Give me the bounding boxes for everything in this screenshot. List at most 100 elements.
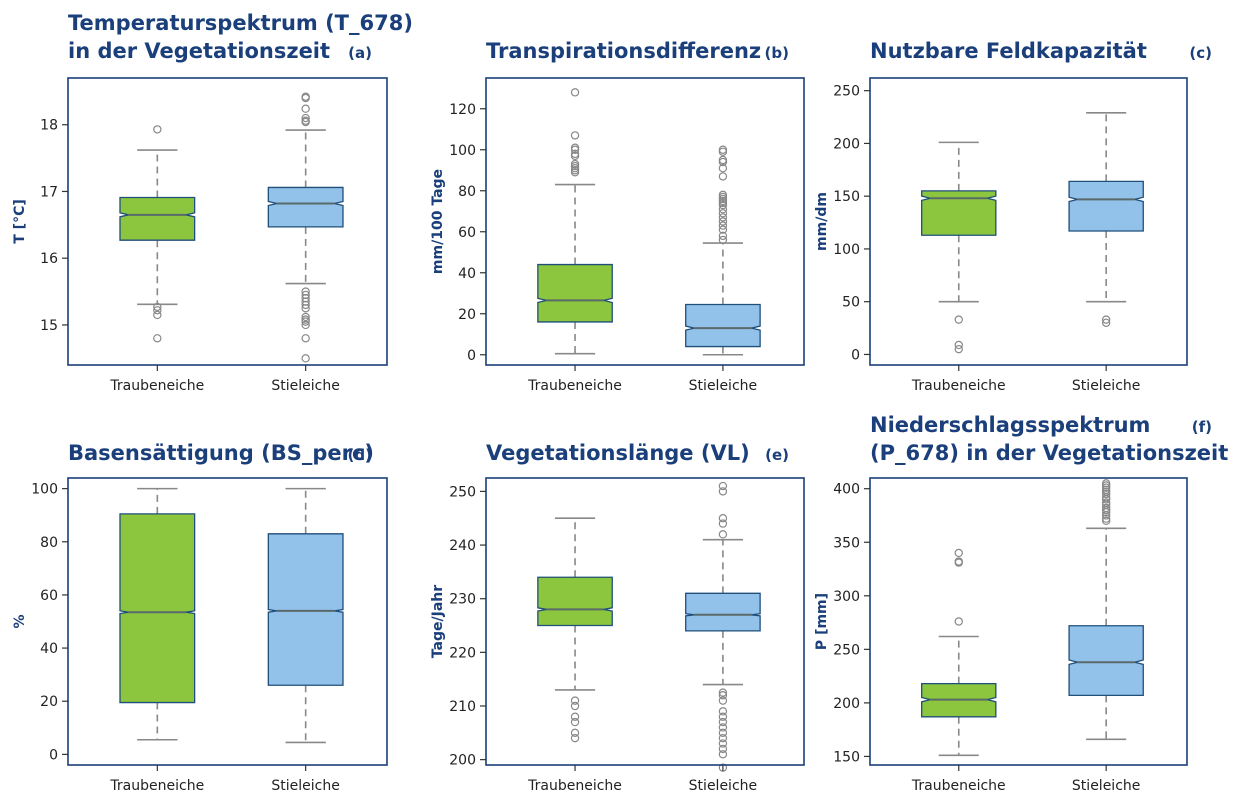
x-category-label: Stieleiche	[1072, 778, 1140, 794]
y-tick-label: 60	[458, 225, 476, 241]
outlier-point	[1101, 508, 1111, 517]
outlier-point	[718, 739, 728, 748]
panel-label: (d)	[348, 446, 372, 464]
outlier-point	[1101, 511, 1111, 520]
x-category-label: Traubeneiche	[109, 378, 204, 394]
y-tick-label: 15	[40, 318, 58, 334]
y-tick-label: 0	[49, 747, 58, 763]
plot-frame	[485, 77, 805, 366]
panel-label: (b)	[765, 44, 789, 62]
outlier-point	[570, 728, 580, 738]
outlier-point	[1101, 318, 1111, 327]
outlier-point	[153, 125, 162, 134]
panel-vegetationslaenge: Vegetationslänge (VL) (e) Tage/Jahr 200 210 2…	[430, 441, 805, 794]
box-stieleiche	[267, 533, 344, 686]
y-axis-label: %	[12, 614, 28, 628]
y-tick-label: 250	[833, 642, 860, 658]
outlier-point	[954, 617, 963, 626]
box-traubeneiche	[537, 263, 613, 323]
chart-title-line: (P_678) in der Vegetationszeit	[870, 441, 1228, 465]
outlier-point	[718, 744, 728, 754]
outlier-point	[718, 750, 728, 759]
y-tick-label: 250	[449, 484, 476, 500]
x-category-label: Stieleiche	[271, 378, 339, 394]
outlier-point	[301, 334, 310, 343]
outlier-point	[718, 209, 728, 218]
outlier-point	[570, 168, 580, 177]
box-traubeneiche	[921, 190, 997, 236]
outlier-point	[718, 514, 728, 523]
x-category-label: Traubeneiche	[109, 778, 204, 794]
y-tick-label: 20	[458, 307, 476, 323]
chart-title-line: Temperaturspektrum (T_678)	[68, 11, 413, 35]
outlier-point	[1101, 489, 1111, 499]
x-category-label: Stieleiche	[689, 778, 757, 794]
y-tick-label: 350	[833, 535, 860, 551]
outlier-point	[718, 763, 728, 772]
y-tick-label: 240	[449, 538, 476, 554]
y-tick-label: 0	[467, 348, 476, 364]
y-tick-label: 20	[40, 694, 58, 710]
x-category-label: Stieleiche	[271, 778, 339, 794]
x-category-label: Traubeneiche	[527, 378, 622, 394]
outlier-point	[954, 344, 963, 354]
chart-title-line: Transpirationsdifferenz	[486, 39, 761, 63]
outlier-point	[570, 717, 580, 727]
outlier-point	[153, 310, 162, 320]
outlier-point	[718, 733, 728, 743]
outlier-point	[570, 733, 580, 743]
box-stieleiche	[1068, 625, 1144, 697]
outlier-point	[301, 354, 310, 363]
panel-label: (f)	[1192, 418, 1212, 436]
plot-frame	[67, 77, 388, 366]
chart-title-line: in der Vegetationszeit	[68, 39, 330, 63]
x-category-label: Stieleiche	[1072, 378, 1140, 394]
box-traubeneiche	[537, 576, 613, 627]
x-category-label: Traubeneiche	[911, 378, 1006, 394]
y-axis-label: T [°C]	[12, 199, 28, 244]
outlier-point	[718, 225, 728, 234]
outlier-point	[718, 481, 728, 491]
chart-title-line: Basensättigung (BS_perc)	[68, 441, 374, 465]
y-tick-label: 200	[833, 136, 860, 152]
outlier-point	[570, 696, 580, 705]
plot-frame	[869, 477, 1188, 766]
y-tick-label: 16	[40, 251, 58, 267]
outlier-point	[570, 131, 580, 140]
outlier-point	[718, 688, 728, 697]
outlier-point	[718, 172, 728, 181]
plot-frame	[67, 477, 388, 766]
y-tick-label: 100	[31, 482, 58, 498]
x-category-label: Traubeneiche	[527, 778, 622, 794]
box-stieleiche	[1068, 180, 1144, 232]
y-tick-label: 120	[449, 102, 476, 118]
outlier-point	[718, 519, 728, 528]
y-tick-label: 100	[833, 242, 860, 258]
y-tick-label: 210	[449, 699, 476, 715]
outlier-point	[570, 701, 580, 711]
outlier-point	[718, 530, 728, 539]
y-tick-label: 200	[833, 696, 860, 712]
outlier-point	[570, 145, 580, 154]
outlier-point	[1101, 516, 1111, 526]
y-tick-label: 250	[833, 84, 860, 100]
y-axis-label: P [mm]	[814, 593, 830, 650]
outlier-point	[718, 147, 728, 156]
outlier-point	[954, 558, 963, 567]
outlier-point	[718, 717, 728, 727]
outlier-point	[718, 157, 728, 167]
outlier-point	[153, 302, 162, 312]
y-tick-label: 150	[833, 189, 860, 205]
outlier-point	[718, 696, 728, 705]
panel-transpirationsdifferenz: Transpirationsdifferenz (b) mm/100 Tage 0 20…	[430, 39, 805, 394]
chart-title-line: Niederschlagsspektrum	[870, 413, 1150, 437]
y-tick-label: 200	[449, 753, 476, 769]
y-tick-label: 230	[449, 592, 476, 608]
panel-nutzbare-feldkapazitaet: Nutzbare Feldkapazität (c) mm/dm 0 50 100 150 2…	[814, 39, 1212, 394]
outlier-point	[301, 117, 310, 127]
plot-frame	[869, 77, 1188, 366]
outlier-point	[718, 204, 728, 214]
outlier-point	[153, 334, 162, 343]
y-tick-label: 17	[40, 184, 58, 200]
